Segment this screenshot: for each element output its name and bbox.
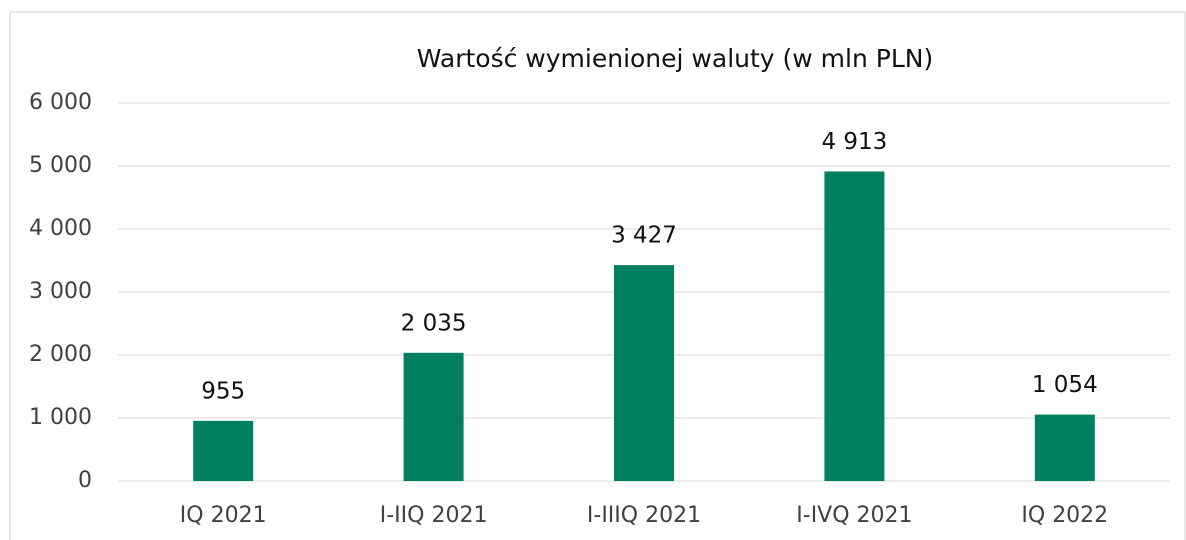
bar (403, 352, 464, 481)
x-tick-label: I-IIQ 2021 (380, 503, 488, 528)
value-label: 955 (201, 378, 245, 404)
chart-border (9, 11, 1186, 540)
x-tick-label: IQ 2021 (180, 503, 267, 528)
y-tick-label: 6 000 (29, 90, 92, 115)
bar (614, 265, 674, 481)
value-label: 1 054 (1032, 372, 1098, 398)
chart-title: Wartość wymienionej waluty (w mln PLN) (417, 44, 933, 73)
y-tick-label: 4 000 (29, 216, 92, 241)
value-label: 3 427 (611, 223, 677, 249)
y-tick-label: 2 000 (29, 342, 92, 367)
y-tick-label: 0 (78, 468, 92, 493)
x-tick-label: I-IVQ 2021 (796, 503, 912, 528)
bar (193, 420, 254, 481)
y-tick-label: 5 000 (29, 153, 92, 178)
x-tick-label: IQ 2022 (1021, 503, 1108, 528)
bar (824, 171, 885, 481)
y-tick-label: 1 000 (29, 405, 92, 430)
value-label: 2 035 (401, 310, 467, 336)
y-tick-label: 3 000 (29, 279, 92, 304)
x-tick-label: I-IIIQ 2021 (587, 503, 701, 528)
bar (1034, 414, 1095, 481)
value-label: 4 913 (821, 129, 887, 155)
